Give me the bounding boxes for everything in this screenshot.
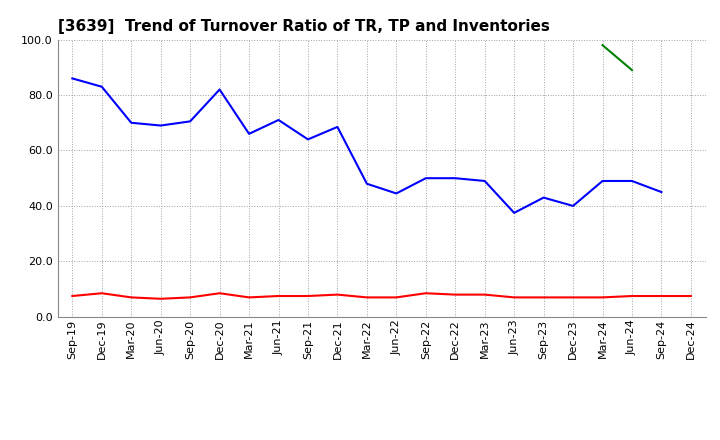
Trade Receivables: [480, 292, 489, 297]
Inventories: [598, 43, 607, 48]
Trade Payables: [333, 124, 342, 129]
Trade Payables: [363, 181, 372, 187]
Trade Payables: [186, 119, 194, 124]
Trade Payables: [215, 87, 224, 92]
Trade Receivables: [628, 293, 636, 299]
Trade Receivables: [186, 295, 194, 300]
Trade Receivables: [156, 296, 165, 301]
Trade Payables: [569, 203, 577, 209]
Trade Receivables: [127, 295, 135, 300]
Trade Payables: [68, 76, 76, 81]
Line: Trade Receivables: Trade Receivables: [72, 293, 691, 299]
Trade Payables: [156, 123, 165, 128]
Trade Receivables: [451, 292, 459, 297]
Trade Payables: [97, 84, 106, 89]
Trade Receivables: [598, 295, 607, 300]
Trade Receivables: [274, 293, 283, 299]
Line: Trade Payables: Trade Payables: [72, 78, 662, 213]
Trade Receivables: [510, 295, 518, 300]
Trade Receivables: [363, 295, 372, 300]
Trade Payables: [598, 178, 607, 183]
Trade Receivables: [539, 295, 548, 300]
Trade Receivables: [245, 295, 253, 300]
Trade Receivables: [687, 293, 696, 299]
Inventories: [628, 67, 636, 73]
Trade Receivables: [657, 293, 666, 299]
Trade Payables: [304, 137, 312, 142]
Trade Payables: [392, 191, 400, 196]
Trade Receivables: [97, 290, 106, 296]
Trade Payables: [421, 176, 430, 181]
Trade Receivables: [215, 290, 224, 296]
Trade Receivables: [392, 295, 400, 300]
Trade Payables: [510, 210, 518, 216]
Trade Payables: [127, 120, 135, 125]
Trade Receivables: [304, 293, 312, 299]
Trade Payables: [274, 117, 283, 123]
Trade Receivables: [569, 295, 577, 300]
Trade Receivables: [333, 292, 342, 297]
Trade Payables: [480, 178, 489, 183]
Line: Inventories: Inventories: [603, 45, 632, 70]
Trade Receivables: [68, 293, 76, 299]
Trade Payables: [245, 131, 253, 136]
Trade Receivables: [421, 290, 430, 296]
Trade Payables: [451, 176, 459, 181]
Text: [3639]  Trend of Turnover Ratio of TR, TP and Inventories: [3639] Trend of Turnover Ratio of TR, TP…: [58, 19, 549, 34]
Trade Payables: [539, 195, 548, 200]
Trade Payables: [657, 189, 666, 194]
Trade Payables: [628, 178, 636, 183]
